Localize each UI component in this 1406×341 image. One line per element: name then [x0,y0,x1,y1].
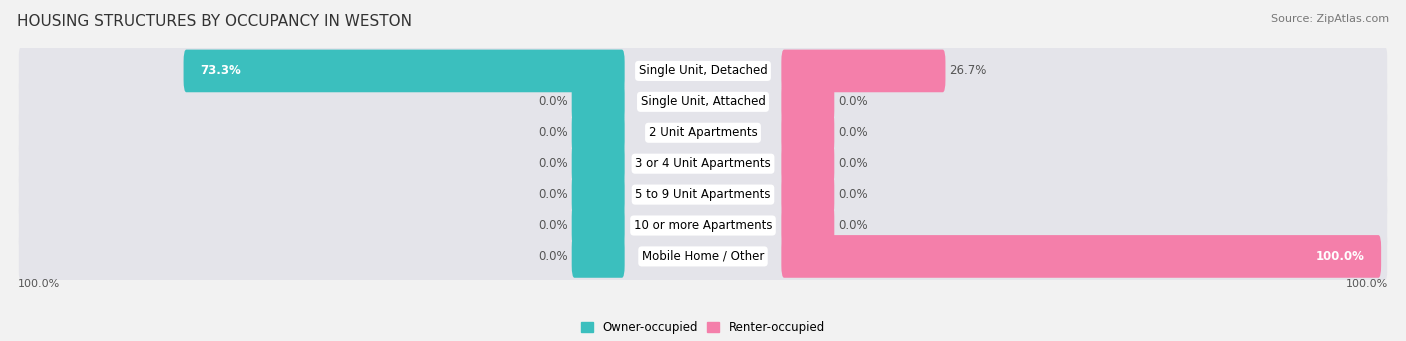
Text: 0.0%: 0.0% [838,157,868,170]
FancyBboxPatch shape [782,204,834,247]
FancyBboxPatch shape [18,78,1388,125]
FancyBboxPatch shape [18,109,1388,156]
Text: 10 or more Apartments: 10 or more Apartments [634,219,772,232]
Text: 73.3%: 73.3% [200,64,240,77]
Text: Single Unit, Attached: Single Unit, Attached [641,95,765,108]
Text: 3 or 4 Unit Apartments: 3 or 4 Unit Apartments [636,157,770,170]
Text: 0.0%: 0.0% [538,250,568,263]
Text: 100.0%: 100.0% [1316,250,1365,263]
FancyBboxPatch shape [184,49,624,92]
FancyBboxPatch shape [572,112,624,154]
FancyBboxPatch shape [572,204,624,247]
Text: Source: ZipAtlas.com: Source: ZipAtlas.com [1271,14,1389,24]
Text: 100.0%: 100.0% [1347,279,1389,289]
FancyBboxPatch shape [572,142,624,185]
FancyBboxPatch shape [572,173,624,216]
FancyBboxPatch shape [782,112,834,154]
Legend: Owner-occupied, Renter-occupied: Owner-occupied, Renter-occupied [576,316,830,339]
FancyBboxPatch shape [18,140,1388,187]
Text: 100.0%: 100.0% [17,279,59,289]
FancyBboxPatch shape [572,235,624,278]
Text: 0.0%: 0.0% [838,126,868,139]
Text: 0.0%: 0.0% [838,188,868,201]
Text: Mobile Home / Other: Mobile Home / Other [641,250,765,263]
Text: 26.7%: 26.7% [949,64,987,77]
FancyBboxPatch shape [18,47,1388,94]
FancyBboxPatch shape [18,233,1388,280]
FancyBboxPatch shape [18,202,1388,249]
Text: 0.0%: 0.0% [838,95,868,108]
Text: 5 to 9 Unit Apartments: 5 to 9 Unit Apartments [636,188,770,201]
FancyBboxPatch shape [782,142,834,185]
FancyBboxPatch shape [782,173,834,216]
Text: 0.0%: 0.0% [538,188,568,201]
Text: 0.0%: 0.0% [838,219,868,232]
Text: 2 Unit Apartments: 2 Unit Apartments [648,126,758,139]
FancyBboxPatch shape [782,49,945,92]
Text: 0.0%: 0.0% [538,157,568,170]
FancyBboxPatch shape [782,235,1381,278]
Text: HOUSING STRUCTURES BY OCCUPANCY IN WESTON: HOUSING STRUCTURES BY OCCUPANCY IN WESTO… [17,14,412,29]
FancyBboxPatch shape [782,80,834,123]
Text: Single Unit, Detached: Single Unit, Detached [638,64,768,77]
Text: 0.0%: 0.0% [538,126,568,139]
Text: 0.0%: 0.0% [538,219,568,232]
FancyBboxPatch shape [18,171,1388,218]
Text: 0.0%: 0.0% [538,95,568,108]
FancyBboxPatch shape [572,80,624,123]
